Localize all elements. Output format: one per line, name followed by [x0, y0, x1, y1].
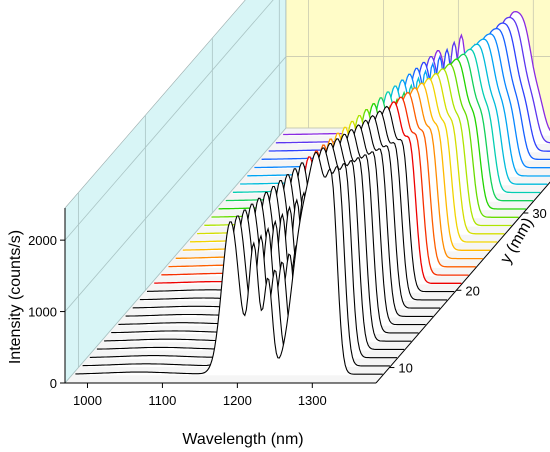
series-line-5	[111, 128, 419, 334]
side-wall-gridline-z-2	[64, 0, 274, 241]
series-line-28	[275, 16, 550, 144]
side-wall-gridline-z-1	[64, 56, 287, 312]
series-line-4	[104, 133, 412, 342]
side-wall-gridline-z-0	[64, 127, 287, 384]
series-line-11	[154, 101, 462, 284]
z-tick-label-1: 1000	[28, 305, 57, 320]
axes	[60, 181, 550, 388]
x-tick-label-0: 1000	[73, 393, 102, 408]
x-axis-title: Wavelength (nm)	[182, 431, 303, 448]
y-tick-label-2: 30	[532, 206, 546, 221]
y-tick-label-1: 20	[465, 283, 479, 298]
x-tick-label-3: 1300	[298, 393, 327, 408]
series-line-2	[89, 142, 397, 359]
x-tick-label-2: 1200	[223, 393, 252, 408]
gridlines	[64, 0, 550, 384]
series-line-6	[118, 124, 426, 326]
z-tick-label-2: 2000	[28, 233, 57, 248]
series-line-13	[168, 91, 476, 268]
spectra-series	[75, 10, 550, 376]
series-line-9	[139, 110, 448, 301]
y-tick-label-0: 10	[398, 361, 412, 376]
tick-labels: 100011001200130001000200010203040	[28, 206, 547, 408]
series-line-7	[125, 119, 433, 317]
x-tick-label-1: 1100	[148, 393, 176, 408]
series-line-0	[75, 151, 383, 375]
series-line-29	[283, 10, 550, 136]
series-fill-0	[75, 152, 383, 376]
series-line-10	[146, 105, 455, 293]
y-axis-line	[375, 181, 550, 384]
z-tick-label-0: 0	[50, 376, 57, 391]
series-line-27	[268, 22, 550, 152]
z-axis-title: Intensity (counts/s)	[7, 230, 24, 364]
series-line-1	[82, 147, 390, 367]
series-line-8	[132, 115, 440, 309]
series-line-3	[96, 138, 405, 350]
